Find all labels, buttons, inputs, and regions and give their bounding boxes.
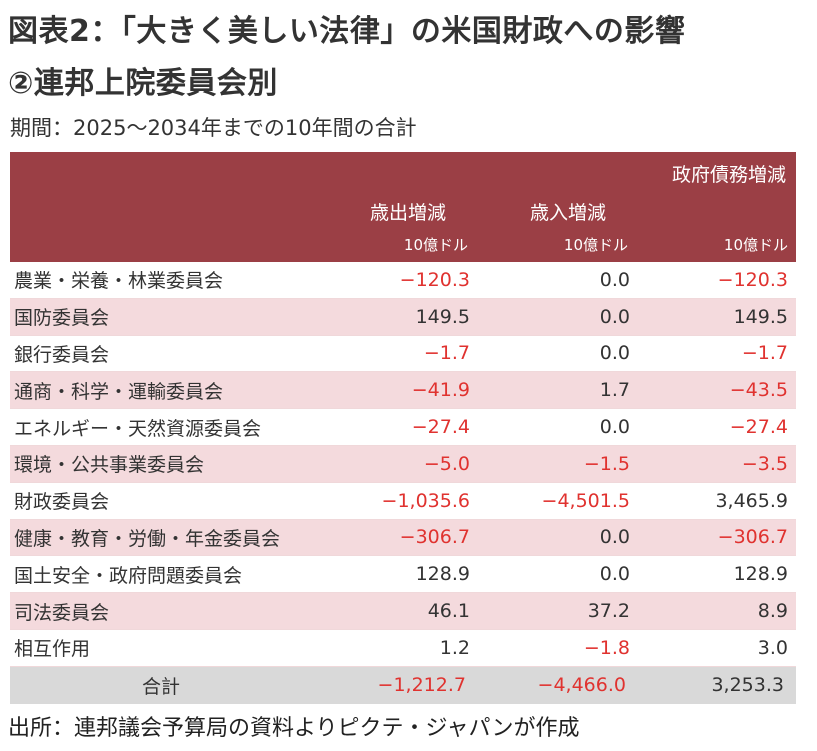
revenue-value: 0.0 (599, 342, 630, 365)
table-row: 銀行委員会 −1.7 0.0 −1.7 (10, 336, 796, 373)
table-header: 政府債務増減 歳出増減 歳入増減 10億ドル 10億ドル 10億ドル (10, 152, 796, 262)
revenue-value: 0.0 (599, 526, 630, 549)
revenue-value: 0.0 (599, 416, 630, 439)
revenue-value: 1.7 (599, 379, 630, 402)
unit-revenue: 10億ドル (563, 236, 628, 254)
table-body: 農業・栄養・林業委員会 −120.3 0.0 −120.3 国防委員会 149.5 0.0 1… (10, 262, 796, 667)
header-revenue-change: 歳入増減 (529, 202, 606, 224)
total-label: 合計 (141, 675, 180, 698)
outlay-value: 1.2 (439, 636, 470, 659)
period-note: 期間：2025～2034年までの10年間の合計 (10, 116, 417, 140)
debt-value: 3,465.9 (715, 489, 788, 512)
outlay-value: −27.4 (411, 416, 470, 439)
committee-name: 通商・科学・運輸委員会 (14, 380, 224, 403)
unit-outlay: 10億ドル (403, 236, 468, 254)
revenue-value: 0.0 (599, 305, 630, 328)
outlay-value: −1,035.6 (381, 489, 470, 512)
revenue-value: −1.8 (583, 636, 630, 659)
table-row: 農業・栄養・林業委員会 −120.3 0.0 −120.3 (10, 262, 796, 299)
outlay-value: 128.9 (415, 563, 470, 586)
total-outlay: −1,212.7 (377, 674, 466, 697)
total-debt: 3,253.3 (711, 674, 784, 697)
outlay-value: 149.5 (415, 305, 470, 328)
debt-value: −43.5 (729, 379, 788, 402)
table-row: 司法委員会 46.1 37.2 8.9 (10, 593, 796, 630)
debt-value: 3.0 (757, 636, 788, 659)
debt-value: 149.5 (733, 305, 788, 328)
table-row: 通商・科学・運輸委員会 −41.9 1.7 −43.5 (10, 372, 796, 410)
title-line-1: 図表2：「大きく美しい法律」の米国財政への影響 (8, 14, 686, 49)
table-row: 環境・公共事業委員会 −5.0 −1.5 −3.5 (10, 445, 796, 483)
total-row: 合計 −1,212.7 −4,466.0 3,253.3 (10, 666, 796, 704)
table-row: 国土安全・政府問題委員会 128.9 0.0 128.9 (10, 556, 796, 594)
revenue-value: 0.0 (599, 268, 630, 291)
revenue-value: −4,501.5 (541, 489, 630, 512)
outlay-value: 46.1 (427, 600, 470, 623)
debt-value: 8.9 (757, 600, 788, 623)
outlay-value: −5.0 (423, 452, 470, 475)
title-line-2: ②連邦上院委員会別 (8, 66, 278, 101)
outlay-value: −41.9 (411, 379, 470, 402)
debt-value: −120.3 (717, 268, 788, 291)
committee-name: 銀行委員会 (14, 343, 110, 366)
committee-name: 農業・栄養・林業委員会 (14, 270, 224, 293)
table-row: エネルギー・天然資源委員会 −27.4 0.0 −27.4 (10, 409, 796, 446)
committee-name: 相互作用 (14, 638, 91, 661)
outlay-value: −1.7 (423, 342, 470, 365)
header-debt-change: 政府債務増減 (671, 164, 786, 186)
header-outlay-change: 歳出増減 (369, 202, 446, 224)
source-note: 出所：連邦議会予算局の資料よりピクテ・ジャパンが作成 (8, 716, 580, 741)
committee-name: 環境・公共事業委員会 (14, 454, 205, 477)
table-row: 財政委員会 −1,035.6 −4,501.5 3,465.9 (10, 483, 796, 520)
unit-debt: 10億ドル (723, 236, 788, 254)
committee-name: 司法委員会 (14, 601, 110, 624)
debt-value: −1.7 (741, 342, 788, 365)
committee-name: 国防委員会 (14, 307, 110, 330)
table-row: 相互作用 1.2 −1.8 3.0 (10, 630, 796, 667)
debt-value: −306.7 (717, 526, 788, 549)
revenue-value: 0.0 (599, 563, 630, 586)
outlay-value: −306.7 (399, 526, 470, 549)
debt-value: −3.5 (741, 452, 788, 475)
committee-name: 国土安全・政府問題委員会 (14, 564, 243, 587)
total-revenue: −4,466.0 (537, 674, 626, 697)
committee-name: 財政委員会 (14, 491, 110, 514)
table-row: 国防委員会 149.5 0.0 149.5 (10, 298, 796, 336)
table-row: 健康・教育・労働・年金委員会 −306.7 0.0 −306.7 (10, 519, 796, 557)
revenue-value: 37.2 (587, 600, 630, 623)
debt-value: −27.4 (729, 416, 788, 439)
committee-name: 健康・教育・労働・年金委員会 (14, 527, 281, 550)
debt-value: 128.9 (733, 563, 788, 586)
revenue-value: −1.5 (583, 452, 630, 475)
committee-name: エネルギー・天然資源委員会 (14, 417, 262, 440)
budget-table: 政府債務増減 歳出増減 歳入増減 10億ドル 10億ドル 10億ドル 農業・栄養… (10, 152, 796, 704)
outlay-value: −120.3 (399, 268, 470, 291)
